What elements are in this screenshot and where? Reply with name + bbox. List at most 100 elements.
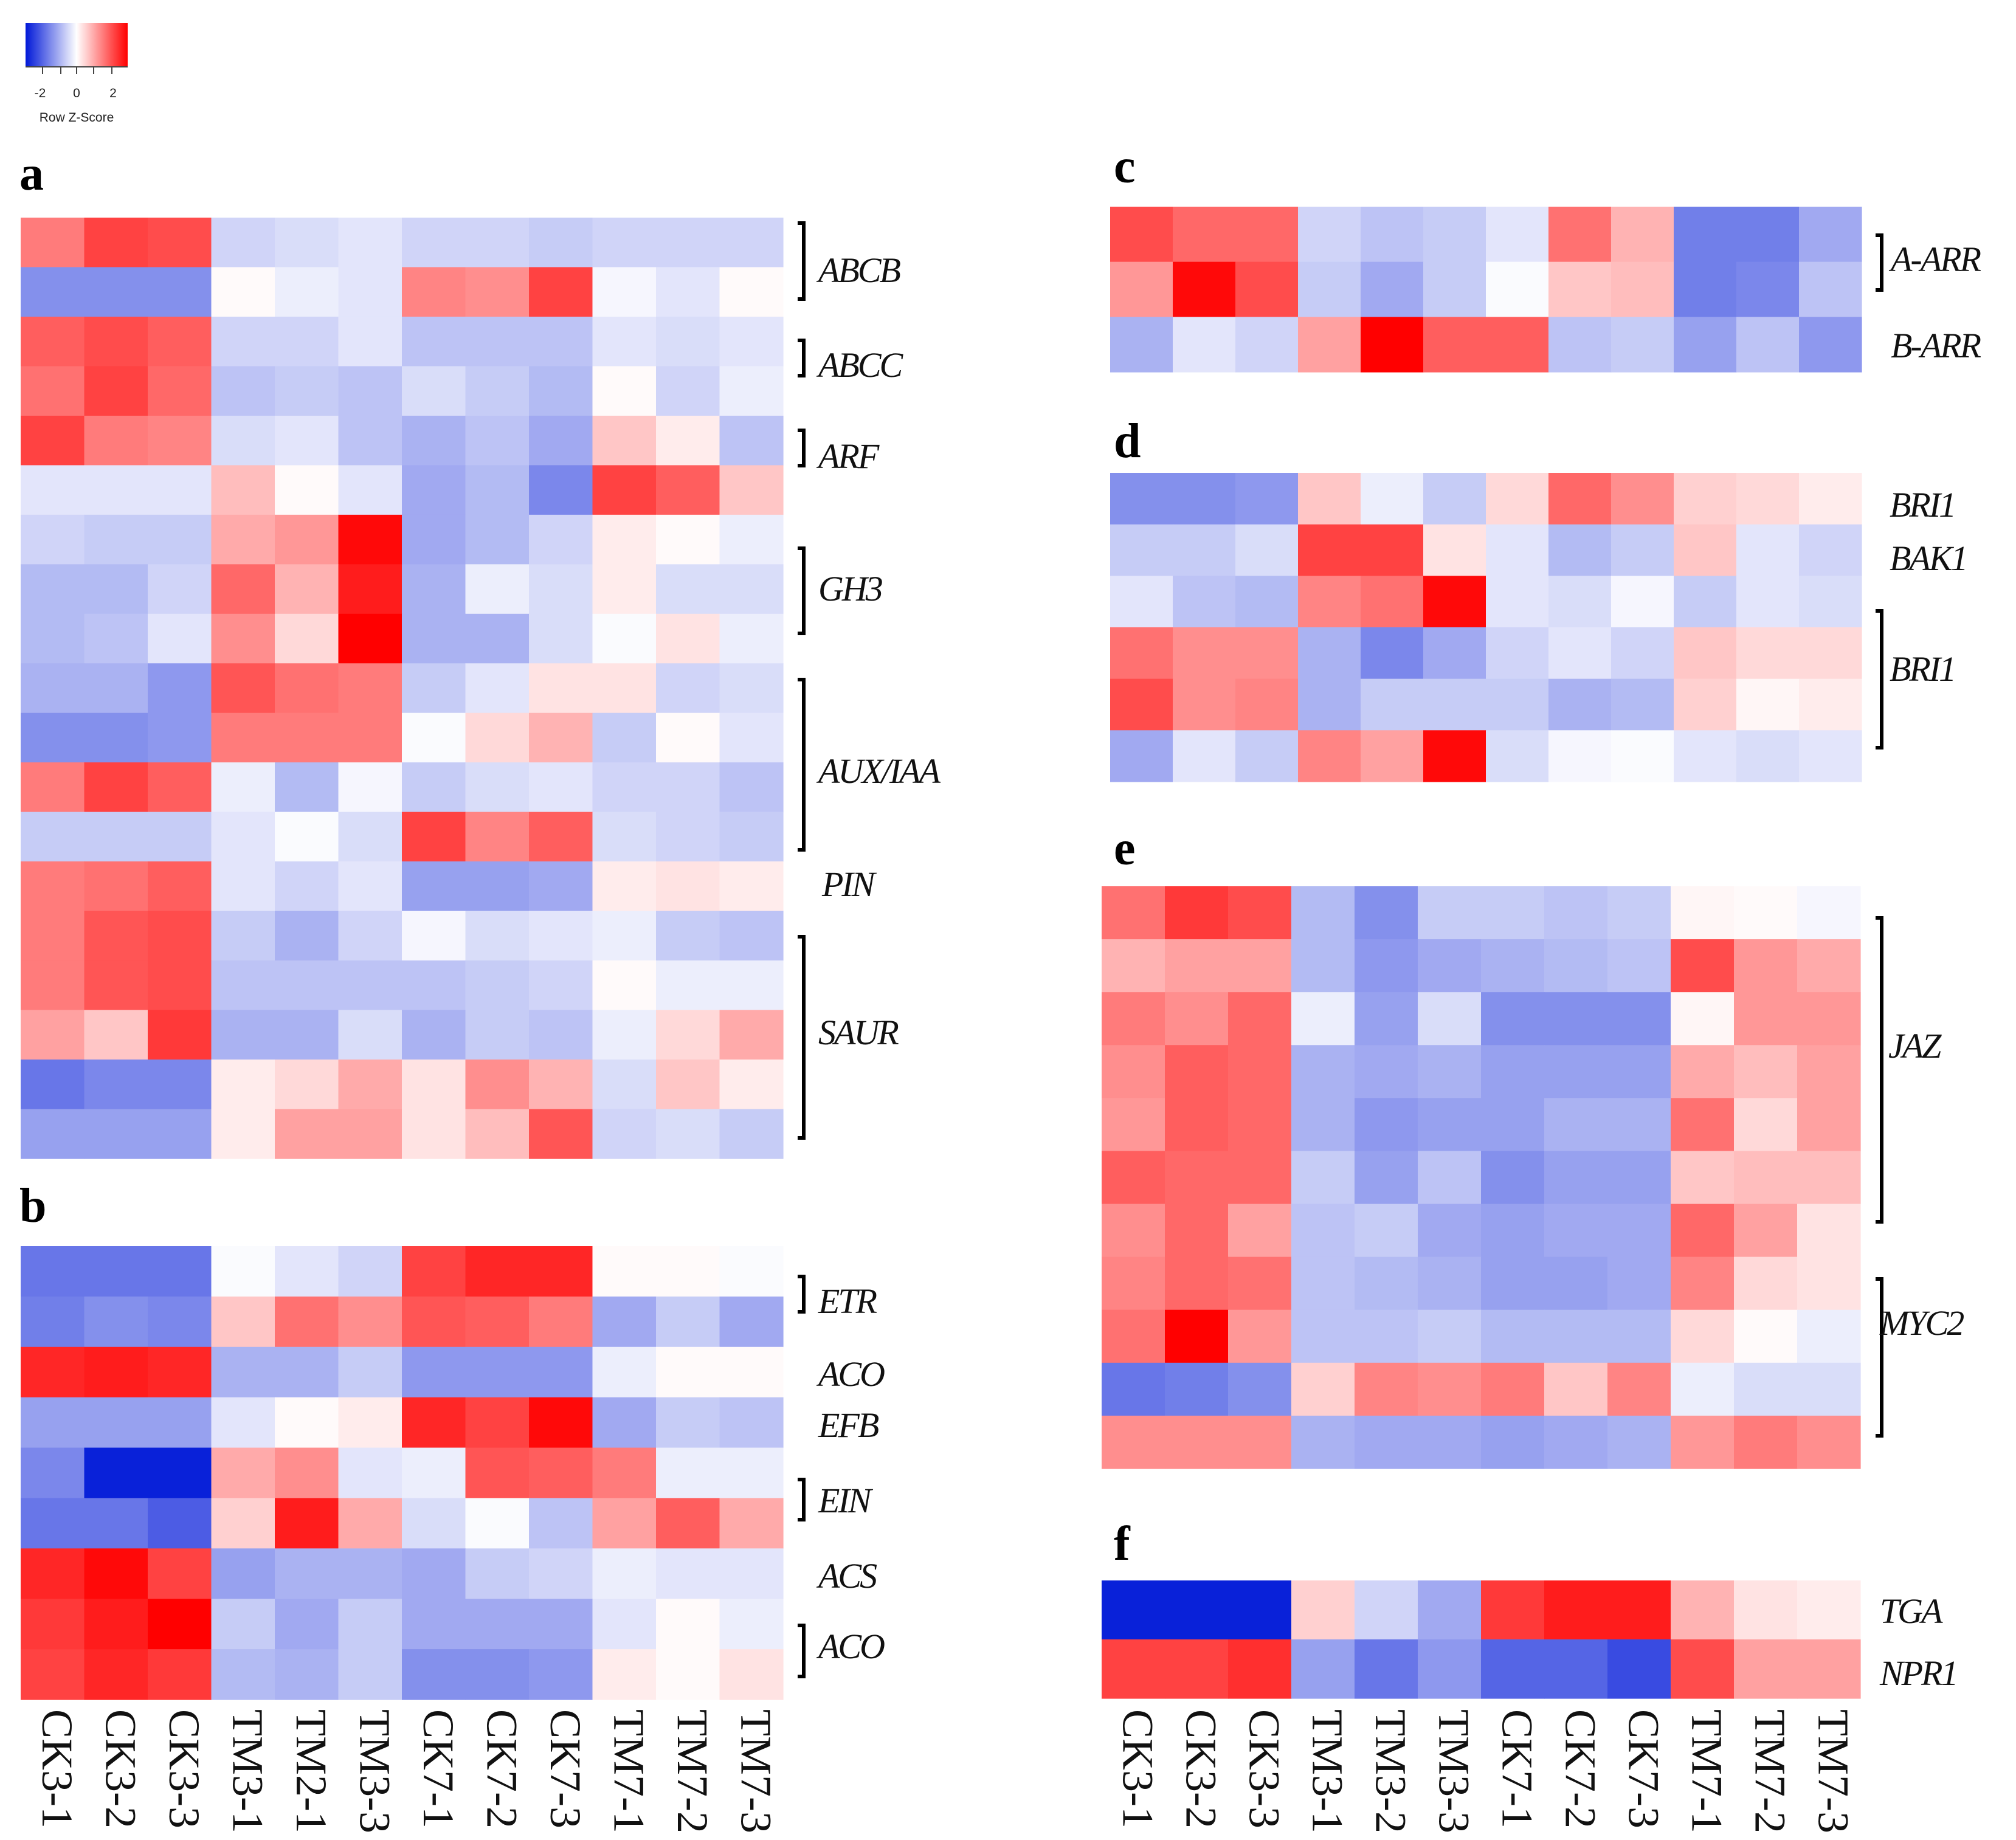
- heatmap-cell: [21, 564, 85, 615]
- heatmap-cell: [592, 1447, 657, 1499]
- heatmap-cell: [21, 218, 85, 268]
- sample-label: TM7-3: [1809, 1709, 1857, 1833]
- heatmap-cell: [1607, 939, 1671, 993]
- heatmap-cell: [1481, 1045, 1545, 1098]
- heatmap-cell: [719, 1649, 784, 1700]
- heatmap-cell: [592, 1346, 657, 1398]
- heatmap-cell: [1797, 1639, 1861, 1699]
- heatmap-cell: [1734, 1256, 1798, 1311]
- color-key-bar: [26, 23, 128, 67]
- heatmap-cell: [719, 1109, 784, 1159]
- sample-label: TM7-2: [1745, 1709, 1794, 1833]
- gene-label-tga: TGA: [1880, 1591, 1943, 1631]
- heatmap-cell: [338, 613, 402, 664]
- heatmap-cell: [1165, 1204, 1229, 1258]
- heatmap-cell: [148, 1346, 212, 1398]
- heatmap-cell: [148, 218, 212, 268]
- heatmap-cell: [592, 712, 657, 763]
- heatmap-cell: [529, 1296, 593, 1348]
- heatmap-cell: [1298, 473, 1361, 525]
- heatmap-cell: [338, 1060, 402, 1110]
- heatmap-cell: [402, 1599, 466, 1650]
- heatmap-cell: [1736, 576, 1800, 628]
- heatmap-cell: [1481, 886, 1545, 940]
- heatmap-cell: [529, 514, 593, 565]
- heatmap-cell: [1235, 473, 1299, 525]
- heatmap-cell: [1291, 1151, 1355, 1205]
- heatmap-cell: [211, 267, 275, 317]
- heatmap-cell: [1797, 1309, 1861, 1363]
- heatmap-d: [1110, 473, 1862, 782]
- heatmap-cell: [211, 1548, 275, 1599]
- heatmap-cell: [465, 1447, 530, 1499]
- heatmap-cell: [719, 366, 784, 416]
- heatmap-cell: [1734, 939, 1798, 993]
- heatmap-cell: [211, 514, 275, 565]
- sample-label: CK3-3: [160, 1709, 209, 1828]
- sample-label: CK3-2: [96, 1709, 145, 1828]
- heatmap-cell: [1799, 261, 1862, 317]
- heatmap-cell: [1102, 1151, 1165, 1205]
- heatmap-cell: [21, 366, 85, 416]
- heatmap-cell: [529, 1010, 593, 1060]
- heatmap-cell: [1797, 1580, 1861, 1640]
- heatmap-cell: [402, 564, 466, 615]
- heatmap-cell: [402, 1548, 466, 1599]
- heatmap-cell: [211, 1498, 275, 1549]
- heatmap-cell: [1486, 473, 1549, 525]
- heatmap-cell: [465, 712, 530, 763]
- gene-labels-e: JAZ MYC2: [1876, 916, 1966, 1438]
- heatmap-cell: [211, 960, 275, 1011]
- gene-label-gh3: GH3: [818, 569, 882, 608]
- heatmap-cell: [148, 1246, 212, 1297]
- heatmap-cell: [1423, 207, 1486, 263]
- heatmap-cell: [1228, 1045, 1292, 1098]
- heatmap-cell: [84, 762, 148, 813]
- heatmap-cell: [275, 366, 339, 416]
- heatmap-cell: [275, 663, 339, 714]
- heatmap-cell: [1291, 886, 1355, 940]
- heatmap-cell: [84, 1010, 148, 1060]
- heatmap-cell: [529, 366, 593, 416]
- heatmap-cell: [719, 267, 784, 317]
- heatmap-cell: [1674, 524, 1737, 576]
- heatmap-cell: [656, 415, 720, 466]
- heatmap-cell: [1355, 1639, 1418, 1699]
- heatmap-e: [1102, 886, 1861, 1469]
- sample-label: TM7-1: [1682, 1709, 1731, 1833]
- heatmap-cell: [84, 1599, 148, 1650]
- heatmap-cell: [1165, 1151, 1229, 1205]
- heatmap-cell: [84, 564, 148, 615]
- gene-label-a-arr: A-ARR: [1888, 239, 1981, 279]
- heatmap-cell: [84, 1649, 148, 1700]
- panel-label-a: a: [19, 147, 44, 201]
- heatmap-cell: [529, 1246, 593, 1297]
- heatmap-cell: [1799, 678, 1862, 731]
- heatmap-cell: [275, 218, 339, 268]
- heatmap-cell: [1102, 1639, 1165, 1699]
- heatmap-cell: [1228, 992, 1292, 1046]
- heatmap-cell: [656, 1296, 720, 1348]
- heatmap-cell: [21, 415, 85, 466]
- heatmap-cell: [211, 811, 275, 862]
- heatmap-cell: [1423, 473, 1486, 525]
- heatmap-cell: [402, 663, 466, 714]
- heatmap-cell: [148, 613, 212, 664]
- heatmap-cell: [1736, 317, 1800, 373]
- heatmap-cell: [656, 861, 720, 912]
- heatmap-cell: [402, 1346, 466, 1398]
- heatmap-cell: [1671, 1580, 1735, 1640]
- heatmap-cell: [465, 564, 530, 615]
- heatmap-cell: [84, 415, 148, 466]
- heatmap-cell: [1165, 1098, 1229, 1152]
- heatmap-cell: [21, 267, 85, 317]
- heatmap-cell: [592, 1397, 657, 1449]
- heatmap-b: [21, 1246, 784, 1700]
- color-key-tick: -2: [35, 86, 46, 100]
- heatmap-cell: [338, 960, 402, 1011]
- heatmap-cell: [1548, 730, 1612, 782]
- heatmap-cell: [338, 712, 402, 763]
- heatmap-cell: [1235, 207, 1299, 263]
- heatmap-cell: [592, 663, 657, 714]
- heatmap-cell: [1110, 730, 1173, 782]
